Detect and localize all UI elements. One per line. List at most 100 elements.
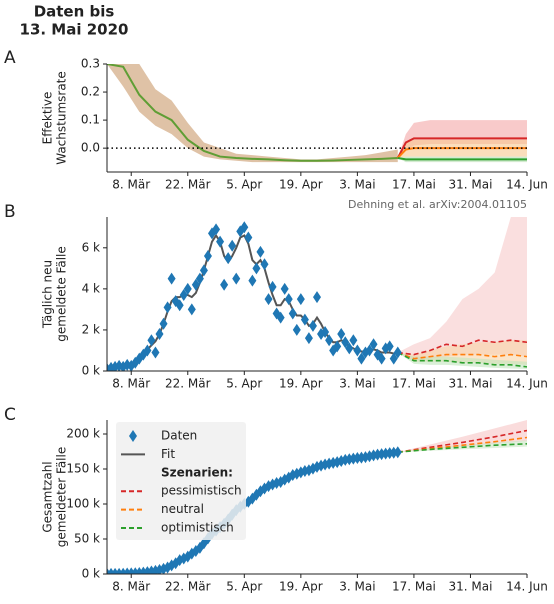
x-tick-label: 19. Apr: [279, 580, 323, 594]
legend-label: neutral: [161, 502, 204, 516]
fit-line: [397, 156, 527, 161]
data-point: [284, 293, 293, 306]
data-point: [224, 252, 233, 265]
data-point: [353, 344, 362, 357]
data-point: [147, 334, 156, 347]
x-tick-label: 17. Mai: [392, 377, 436, 391]
y-tick-label: 150 k: [66, 462, 100, 476]
x-tick-label: 17. Mai: [392, 178, 436, 192]
x-tick-label: 5. Apr: [226, 377, 262, 391]
x-tick-label: 14. Jun: [506, 580, 548, 594]
x-tick-label: 22. Mär: [165, 580, 211, 594]
y-axis-label: Effektive: [41, 92, 55, 145]
y-tick-label: 0.0: [81, 141, 100, 155]
y-tick-label: 2 k: [82, 322, 100, 336]
x-tick-label: 3. Mai: [339, 377, 375, 391]
confidence-band: [107, 64, 398, 163]
y-tick-label: 0 k: [82, 364, 100, 378]
data-point: [393, 346, 402, 359]
data-point: [159, 317, 168, 330]
data-point: [179, 289, 188, 302]
data-point: [191, 278, 200, 291]
x-tick-label: 22. Mär: [165, 377, 211, 391]
data-point: [393, 446, 402, 459]
scenario-line: [397, 339, 527, 356]
confidence-band: [397, 217, 527, 361]
data-point: [212, 223, 221, 236]
y-tick-label: 0.3: [81, 57, 100, 71]
data-point: [256, 245, 265, 258]
y-axis-label: Wachstumsrate: [55, 71, 69, 165]
fit-line: [396, 137, 527, 159]
data-point: [220, 278, 229, 291]
y-tick-label: 100 k: [66, 497, 100, 511]
data-point: [276, 311, 285, 324]
scenario-line: [397, 351, 527, 360]
x-tick-label: 19. Apr: [279, 377, 323, 391]
data-point: [264, 293, 273, 306]
data-point: [155, 328, 164, 341]
panel-label: C: [4, 405, 16, 425]
data-point: [163, 301, 172, 314]
data-point: [244, 231, 253, 244]
data-point: [280, 282, 289, 295]
y-tick-label: 0.2: [81, 85, 100, 99]
legend-label: optimistisch: [161, 521, 234, 535]
data-point: [313, 291, 321, 304]
x-tick-label: 17. Mai: [392, 580, 436, 594]
page-title: Daten bis: [34, 3, 115, 21]
y-tick-label: 0 k: [82, 567, 100, 581]
scenario-line: [397, 429, 527, 453]
data-point: [365, 344, 374, 357]
data-point: [127, 359, 136, 371]
plot-area: [107, 420, 527, 574]
panel-label: A: [4, 48, 16, 68]
y-tick-label: 50 k: [74, 532, 100, 546]
legend-box: [116, 422, 246, 540]
scenario-line: [397, 351, 527, 368]
legend-heading: Szenarien:: [161, 465, 233, 479]
legend-label: Daten: [161, 429, 197, 443]
data-point: [377, 352, 386, 365]
data-point: [143, 344, 152, 357]
y-axis-label: Gesamtzahl: [41, 461, 55, 532]
x-tick-label: 8. Mär: [112, 178, 150, 192]
data-point: [308, 319, 317, 332]
data-point: [385, 340, 394, 353]
data-point: [337, 328, 346, 341]
panel-label: B: [4, 202, 16, 222]
page-title: 13. Mai 2020: [20, 21, 129, 39]
data-point: [183, 282, 192, 295]
y-axis-label: gemeldeter Fälle: [55, 447, 69, 547]
data-point: [119, 360, 128, 371]
y-tick-label: 4 k: [82, 281, 100, 295]
y-tick-label: 200 k: [66, 427, 100, 441]
data-point: [252, 262, 261, 275]
x-tick-label: 31. Mai: [448, 377, 492, 391]
data-point: [199, 264, 208, 277]
data-point: [292, 323, 301, 336]
x-tick-label: 31. Mai: [448, 178, 492, 192]
fit-line: [107, 64, 398, 162]
data-point: [389, 352, 398, 365]
legend-label: Fit: [161, 447, 175, 461]
x-tick-label: 22. Mär: [165, 178, 211, 192]
x-tick-label: 8. Mär: [112, 377, 150, 391]
x-tick-label: 5. Apr: [226, 580, 262, 594]
x-tick-label: 14. Jun: [506, 178, 548, 192]
data-point: [187, 303, 196, 316]
y-tick-label: 0.1: [81, 113, 100, 127]
data-point: [240, 221, 249, 234]
data-point: [357, 352, 366, 365]
data-point: [260, 258, 269, 271]
data-point: [216, 235, 225, 248]
scenario-line: [397, 436, 527, 453]
data-point: [333, 340, 342, 353]
x-tick-label: 19. Apr: [279, 178, 323, 192]
data-point: [321, 325, 330, 338]
data-point: [369, 338, 378, 351]
data-point: [341, 336, 350, 349]
data-point: [349, 334, 358, 347]
